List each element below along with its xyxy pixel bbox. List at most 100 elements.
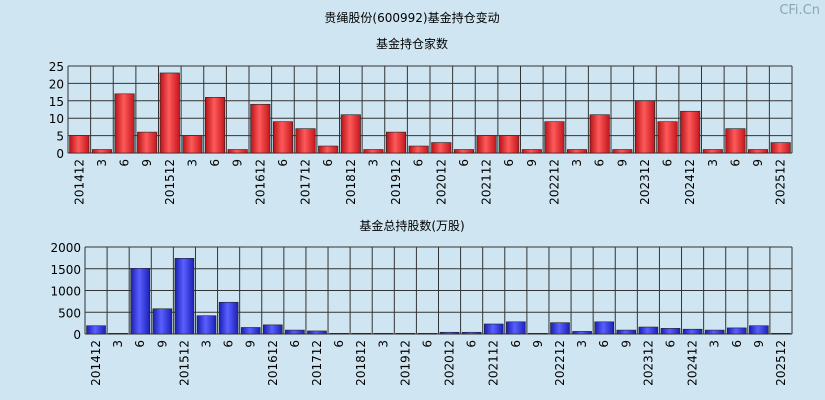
count-bar (363, 149, 384, 154)
count-bar (634, 100, 655, 154)
x-tick-label: 201812 (344, 159, 358, 205)
x-tick-label: 6 (420, 340, 434, 348)
shares-bar (638, 326, 659, 335)
shares-bar (395, 333, 416, 335)
x-tick-label: 201412 (72, 159, 86, 205)
count-bar (159, 72, 180, 154)
x-tick-label: 9 (615, 159, 629, 167)
shares-bar (483, 323, 504, 335)
count-bar (567, 149, 588, 154)
x-tick-label: 201512 (177, 340, 191, 386)
x-tick-label: 6 (288, 340, 302, 348)
shares-bar (373, 333, 394, 335)
x-tick-label: 6 (502, 159, 516, 167)
shares-bar (594, 321, 615, 335)
x-tick-label: 3 (111, 340, 125, 348)
count-bar (250, 103, 271, 154)
y-tick-label: 1500 (50, 263, 81, 277)
shares-bar (307, 330, 327, 335)
count-bar (431, 142, 452, 154)
x-tick-label: 201412 (89, 340, 103, 386)
x-tick-label: 9 (231, 159, 245, 167)
count-bar (205, 97, 226, 154)
x-tick-label: 6 (661, 159, 675, 167)
count-bar (680, 110, 701, 154)
x-tick-label: 6 (332, 340, 346, 348)
x-tick-label: 9 (752, 340, 766, 348)
count-bar (295, 128, 316, 154)
x-tick-label: 3 (708, 340, 722, 348)
x-tick-label: 202012 (434, 159, 448, 205)
x-tick-label: 6 (509, 340, 523, 348)
watermark-logo: CFi.Cn (779, 3, 820, 18)
main-title: 贵绳股份(600992)基金持仓变动 (324, 10, 499, 25)
x-tick-label: 3 (366, 159, 380, 167)
shares-bar (682, 328, 703, 335)
x-tick-label: 3 (575, 340, 589, 348)
x-tick-label: 6 (276, 159, 290, 167)
count-bar (748, 149, 769, 154)
count-bar (227, 149, 248, 154)
count-bar (453, 149, 474, 154)
count-bar (612, 149, 633, 154)
x-tick-label: 6 (728, 159, 742, 167)
x-tick-label: 202412 (683, 159, 697, 205)
x-tick-label: 6 (730, 340, 744, 348)
count-bar (318, 145, 339, 154)
count-bar (657, 121, 678, 154)
shares-bar (550, 322, 570, 335)
x-tick-label: 3 (185, 159, 199, 167)
shares-bar (130, 268, 151, 335)
chart1-title: 基金持仓家数 (376, 36, 448, 51)
x-tick-label: 201712 (299, 159, 313, 205)
x-tick-label: 202312 (641, 340, 655, 386)
count-bar (589, 114, 610, 154)
y-tick-label: 5 (56, 130, 64, 144)
count-bar (69, 135, 90, 154)
shares-bar (86, 325, 106, 335)
x-tick-label: 3 (95, 159, 109, 167)
x-tick-label: 6 (118, 159, 132, 167)
count-bar (340, 114, 361, 154)
x-tick-label: 6 (597, 340, 611, 348)
x-tick-label: 6 (133, 340, 147, 348)
shares-bar (749, 325, 769, 335)
x-tick-label: 6 (412, 159, 426, 167)
count-bar (114, 93, 135, 154)
x-tick-label: 9 (531, 340, 545, 348)
x-tick-label: 3 (200, 340, 214, 348)
x-tick-label: 201812 (354, 340, 368, 386)
x-tick-label: 9 (751, 159, 765, 167)
x-tick-label: 202312 (638, 159, 652, 205)
x-tick-label: 3 (570, 159, 584, 167)
count-bar (182, 135, 203, 154)
count-bar (386, 131, 407, 154)
shares-bar (174, 258, 195, 335)
count-bar (521, 149, 542, 154)
x-tick-label: 9 (244, 340, 258, 348)
count-bar (476, 135, 497, 154)
count-bar (91, 149, 112, 154)
x-tick-label: 6 (222, 340, 236, 348)
count-bar (770, 142, 791, 154)
y-tick-label: 20 (49, 77, 64, 91)
shares-bar (351, 333, 371, 335)
x-tick-label: 6 (321, 159, 335, 167)
x-tick-label: 3 (376, 340, 390, 348)
y-tick-label: 2000 (50, 241, 81, 255)
shares-bar (262, 324, 283, 335)
shares-bar (660, 328, 681, 335)
x-tick-label: 6 (208, 159, 222, 167)
x-tick-label: 201612 (253, 159, 267, 205)
shares-bar (461, 331, 482, 335)
count-bar (544, 121, 565, 154)
x-tick-label: 202212 (553, 340, 567, 386)
shares-bar (506, 321, 526, 335)
x-tick-label: 201712 (310, 340, 324, 386)
count-bar (137, 131, 158, 154)
shares-bar (439, 331, 460, 335)
